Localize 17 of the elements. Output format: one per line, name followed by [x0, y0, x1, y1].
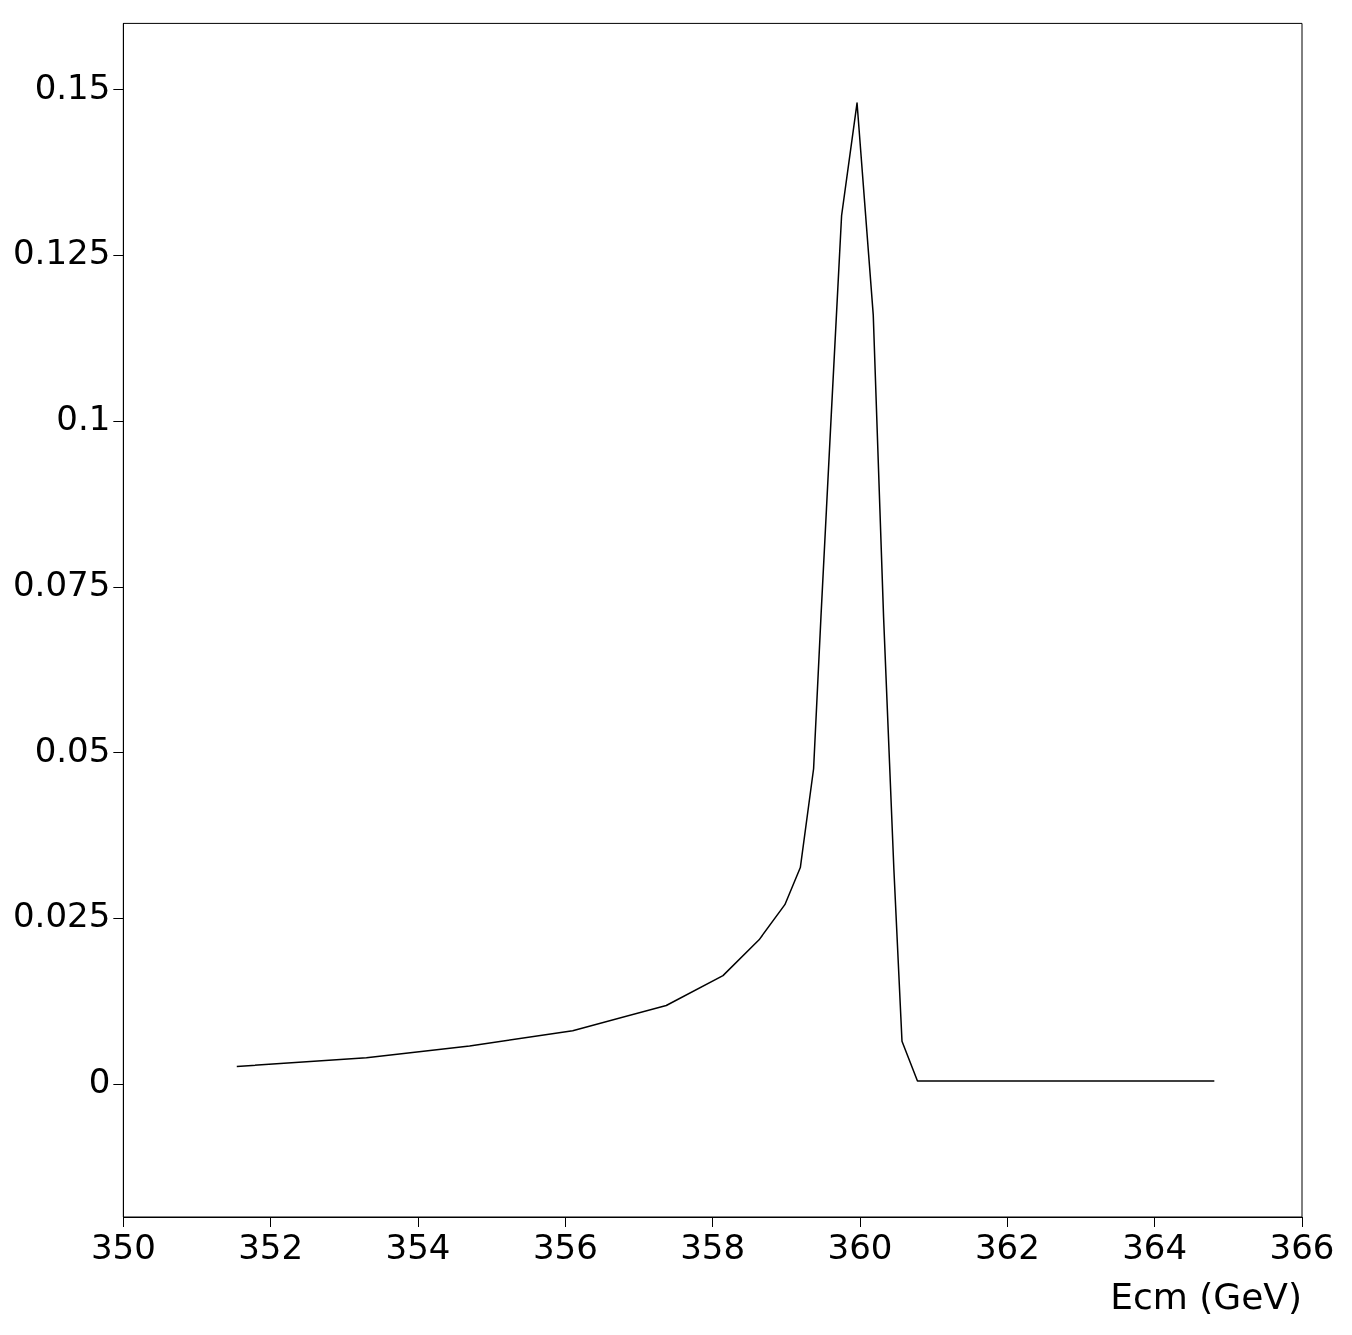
x-axis-title: Ecm (GeV) [1110, 1275, 1302, 1317]
y-tick-label: 0.1 [56, 398, 111, 439]
x-tick-label: 356 [532, 1227, 598, 1268]
x-tick-label: 366 [1269, 1227, 1335, 1268]
y-tick-label: 0.15 [34, 66, 111, 107]
x-tick-label: 360 [827, 1227, 893, 1268]
x-tick-label: 352 [238, 1227, 304, 1268]
x-tick-label: 362 [974, 1227, 1040, 1268]
y-tick-label: 0.125 [12, 232, 111, 273]
x-tick-label: 358 [680, 1227, 746, 1268]
x-tick-label: 364 [1122, 1227, 1188, 1268]
y-tick-label: 0 [88, 1061, 111, 1102]
y-tick-label: 0.05 [34, 729, 111, 770]
x-tick-label: 354 [385, 1227, 451, 1268]
x-tick-label: 350 [90, 1227, 156, 1268]
y-tick-label: 0.025 [12, 895, 111, 936]
y-tick-label: 0.075 [12, 563, 111, 604]
